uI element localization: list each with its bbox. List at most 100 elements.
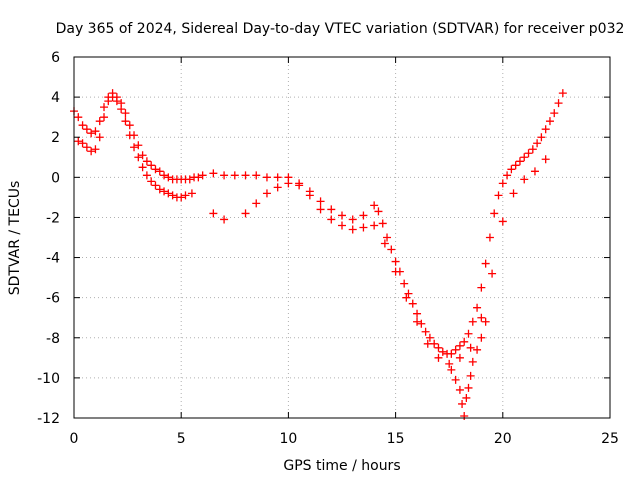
- data-point-marker: [82, 125, 91, 134]
- data-point-marker: [117, 105, 126, 114]
- data-point-marker: [164, 173, 173, 182]
- x-tick-label: 5: [177, 431, 186, 447]
- data-marks: [70, 89, 567, 420]
- data-point-marker: [464, 329, 473, 338]
- x-tick-label: 20: [494, 431, 512, 447]
- data-point-marker: [220, 215, 229, 224]
- data-point-marker: [498, 217, 507, 226]
- y-tick-label: 6: [51, 50, 60, 66]
- data-point-marker: [520, 153, 529, 162]
- data-point-marker: [87, 147, 96, 156]
- data-point-marker: [91, 145, 100, 154]
- data-point-marker: [177, 193, 186, 202]
- data-point-marker: [359, 211, 368, 220]
- data-point-marker: [460, 411, 469, 420]
- data-point-marker: [185, 175, 194, 184]
- data-point-marker: [138, 151, 147, 160]
- data-point-marker: [383, 233, 392, 242]
- x-tick-label: 25: [601, 431, 619, 447]
- series-lower-branch: [74, 93, 550, 368]
- data-point-marker: [455, 353, 464, 362]
- y-tick-label: -4: [46, 251, 60, 267]
- y-tick-label: -12: [37, 411, 60, 427]
- data-point-marker: [241, 171, 250, 180]
- data-point-marker: [408, 299, 417, 308]
- data-point-marker: [338, 221, 346, 230]
- data-point-marker: [125, 121, 134, 130]
- data-point-marker: [155, 167, 164, 176]
- data-point-marker: [112, 97, 121, 106]
- data-point-marker: [468, 357, 477, 366]
- data-point-marker: [434, 343, 443, 352]
- series-deep-minimum: [447, 317, 490, 420]
- data-point-marker: [348, 215, 357, 224]
- data-point-marker: [464, 383, 473, 392]
- data-point-marker: [95, 133, 104, 142]
- data-point-marker: [305, 191, 314, 200]
- data-point-marker: [100, 103, 109, 112]
- data-point-marker: [451, 345, 460, 354]
- data-point-marker: [147, 161, 156, 170]
- data-point-marker: [425, 333, 434, 342]
- x-axis-label: GPS time / hours: [283, 458, 400, 474]
- data-point-marker: [327, 215, 336, 224]
- data-point-marker: [507, 165, 516, 174]
- x-tick-label: 10: [279, 431, 297, 447]
- data-point-marker: [466, 371, 475, 380]
- x-tick-label: 15: [387, 431, 405, 447]
- data-point-marker: [142, 171, 151, 180]
- data-point-marker: [558, 89, 567, 98]
- data-point-marker: [273, 183, 282, 192]
- data-point-marker: [554, 99, 563, 108]
- x-tick-labels: 0 5 10 15 20 25: [70, 431, 619, 447]
- data-point-marker: [316, 205, 325, 214]
- data-point-marker: [473, 303, 482, 312]
- data-point-marker: [370, 201, 379, 210]
- data-point-marker: [284, 179, 293, 188]
- data-point-marker: [95, 117, 104, 126]
- data-point-marker: [387, 245, 396, 254]
- data-point-marker: [511, 161, 520, 170]
- data-point-marker: [338, 211, 346, 220]
- data-point-marker: [533, 139, 542, 148]
- y-tick-label: -8: [46, 331, 60, 347]
- data-point-marker: [160, 171, 169, 180]
- data-point-marker: [181, 191, 190, 200]
- data-point-marker: [378, 219, 387, 228]
- chart-title: Day 365 of 2024, Sidereal Day-to-day VTE…: [56, 21, 625, 37]
- data-point-marker: [498, 179, 507, 188]
- data-point-marker: [455, 341, 464, 350]
- data-point-marker: [541, 125, 550, 134]
- data-point-marker: [209, 209, 218, 218]
- data-point-marker: [481, 317, 490, 326]
- data-point-marker: [423, 339, 432, 348]
- data-point-marker: [473, 345, 482, 354]
- data-point-marker: [413, 309, 422, 318]
- data-point-marker: [490, 209, 499, 218]
- data-point-marker: [421, 327, 430, 336]
- data-point-marker: [438, 347, 447, 356]
- data-point-marker: [488, 269, 497, 278]
- data-point-marker: [87, 129, 96, 138]
- data-point-marker: [413, 317, 422, 326]
- data-point-marker: [447, 349, 456, 358]
- data-point-marker: [82, 143, 91, 152]
- data-point-marker: [348, 225, 357, 234]
- data-point-marker: [541, 155, 550, 164]
- data-point-marker: [252, 199, 261, 208]
- data-point-marker: [477, 313, 486, 322]
- data-point-marker: [74, 113, 83, 122]
- data-point-marker: [230, 171, 239, 180]
- data-point-marker: [138, 163, 147, 172]
- data-point-marker: [503, 171, 512, 180]
- data-point-marker: [550, 109, 559, 118]
- series-main-trace: [70, 89, 567, 358]
- data-point-marker: [273, 173, 282, 182]
- data-point-marker: [468, 317, 477, 326]
- data-point-marker: [400, 279, 409, 288]
- y-tick-labels: 6 4 2 0 -2 -4 -6 -8 -10 -12: [37, 50, 60, 427]
- data-point-marker: [524, 149, 533, 158]
- data-point-marker: [528, 145, 537, 154]
- data-point-marker: [466, 343, 475, 352]
